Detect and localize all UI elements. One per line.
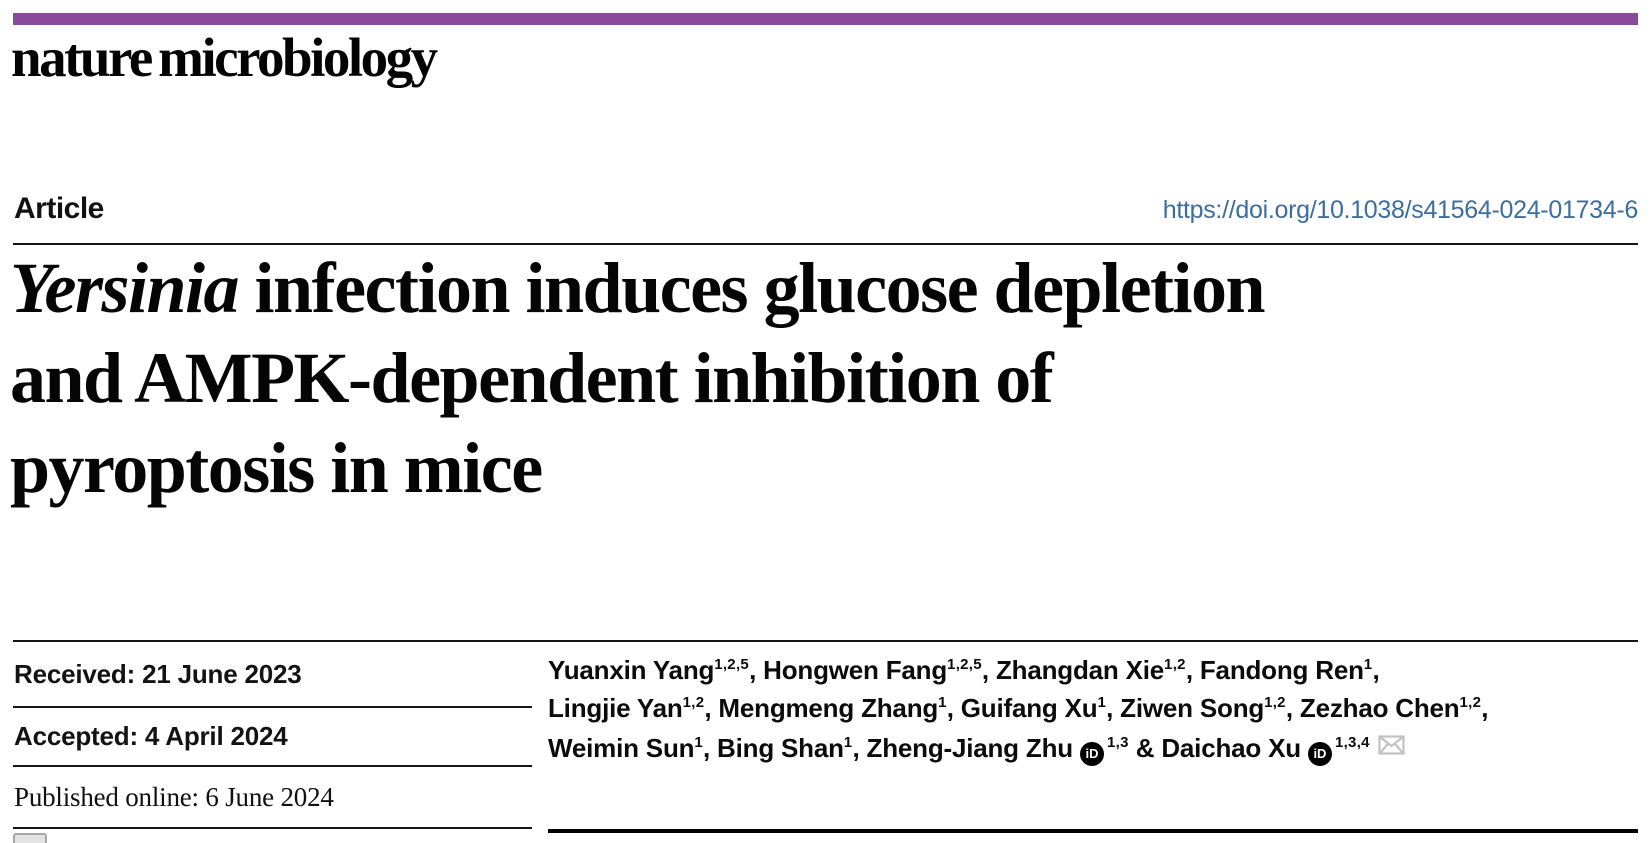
title-line-1: Yersinia infection induces glucose deple…	[10, 248, 1266, 328]
author-line: Yuanxin Yang1,2,5, Hongwen Fang1,2,5, Zh…	[548, 651, 1648, 689]
author-separator: ,	[702, 733, 718, 763]
journal-logo: nature microbiology	[11, 27, 438, 88]
author-name: Yuanxin Yang	[548, 655, 715, 685]
author-separator: &	[1128, 733, 1162, 763]
author-separator: ,	[749, 655, 764, 685]
check-for-updates-badge-stub[interactable]	[13, 833, 47, 843]
history-divider-4	[13, 827, 532, 829]
author-separator: ,	[946, 693, 961, 723]
author-name: Fandong Ren	[1199, 655, 1364, 685]
author-line: Lingjie Yan1,2, Mengmeng Zhang1, Guifang…	[548, 689, 1648, 727]
author-line: Weimin Sun1, Bing Shan1, Zheng-Jiang Zhu…	[548, 727, 1648, 767]
accepted-date: Accepted: 4 April 2024	[14, 721, 288, 751]
article-type-label: Article	[14, 192, 104, 225]
author-name: Bing Shan	[717, 733, 844, 763]
orcid-icon[interactable]: iD	[1307, 742, 1332, 766]
author-affiliation-superscript: 1,2	[1264, 694, 1286, 711]
title-line-2: and AMPK-dependent inhibition of	[10, 338, 1054, 418]
author-name: Zezhao Chen	[1299, 693, 1460, 723]
author-affiliation-superscript: 1,2	[1459, 694, 1482, 711]
author-name: Mengmeng Zhang	[718, 693, 939, 723]
author-affiliation-superscript: 1,2	[1164, 656, 1186, 673]
author-list: Yuanxin Yang1,2,5, Hongwen Fang1,2,5, Zh…	[548, 651, 1648, 767]
author-separator: ,	[981, 655, 996, 685]
author-name: Guifang Xu	[960, 693, 1098, 723]
history-divider-3	[13, 765, 532, 767]
author-separator: ,	[1106, 693, 1121, 723]
published-date: Published online: 6 June 2024	[14, 782, 334, 812]
author-name: Daichao Xu	[1161, 733, 1301, 763]
author-separator: ,	[1285, 693, 1300, 723]
title-italic-genus: Yersinia	[10, 248, 240, 328]
author-name: Zhangdan Xie	[995, 655, 1165, 685]
author-affiliation-superscript: 1	[1363, 656, 1373, 673]
orcid-icon[interactable]: iD	[1079, 742, 1104, 766]
history-divider-2	[13, 706, 532, 708]
brand-accent-bar	[13, 13, 1638, 25]
author-name: Zheng-Jiang Zhu	[866, 733, 1074, 763]
author-affiliation-superscript: 1	[938, 694, 947, 711]
history-divider-top	[13, 640, 1638, 642]
header-divider	[13, 243, 1638, 245]
author-block-divider	[548, 829, 1638, 833]
email-envelope-icon[interactable]	[1378, 727, 1405, 765]
author-name: Lingjie Yan	[548, 693, 683, 723]
author-affiliation-superscript: 1,3,4	[1334, 734, 1370, 751]
author-affiliation-superscript: 1,2	[682, 694, 705, 711]
author-affiliation-superscript: 1,3	[1106, 734, 1129, 751]
author-name: Weimin Sun	[548, 733, 695, 763]
paper-title: Yersinia infection induces glucose deple…	[10, 243, 1630, 513]
author-separator: ,	[704, 693, 719, 723]
author-separator: ,	[1185, 655, 1200, 685]
author-affiliation-superscript: 1	[1097, 694, 1107, 711]
author-affiliation-superscript: 1,2,5	[947, 656, 982, 673]
received-date: Received: 21 June 2023	[14, 659, 302, 689]
author-name: Hongwen Fang	[763, 655, 948, 685]
author-separator: ,	[852, 733, 867, 763]
author-affiliation-superscript: 1	[694, 734, 703, 751]
author-separator: ,	[1372, 655, 1380, 685]
author-separator: ,	[1481, 693, 1489, 723]
author-affiliation-superscript: 1	[843, 734, 853, 751]
doi-link[interactable]: https://doi.org/10.1038/s41564-024-01734…	[1162, 196, 1639, 224]
title-line-3: pyroptosis in mice	[10, 428, 543, 508]
author-affiliation-superscript: 1,2,5	[714, 656, 750, 673]
author-name: Ziwen Song	[1120, 693, 1265, 723]
